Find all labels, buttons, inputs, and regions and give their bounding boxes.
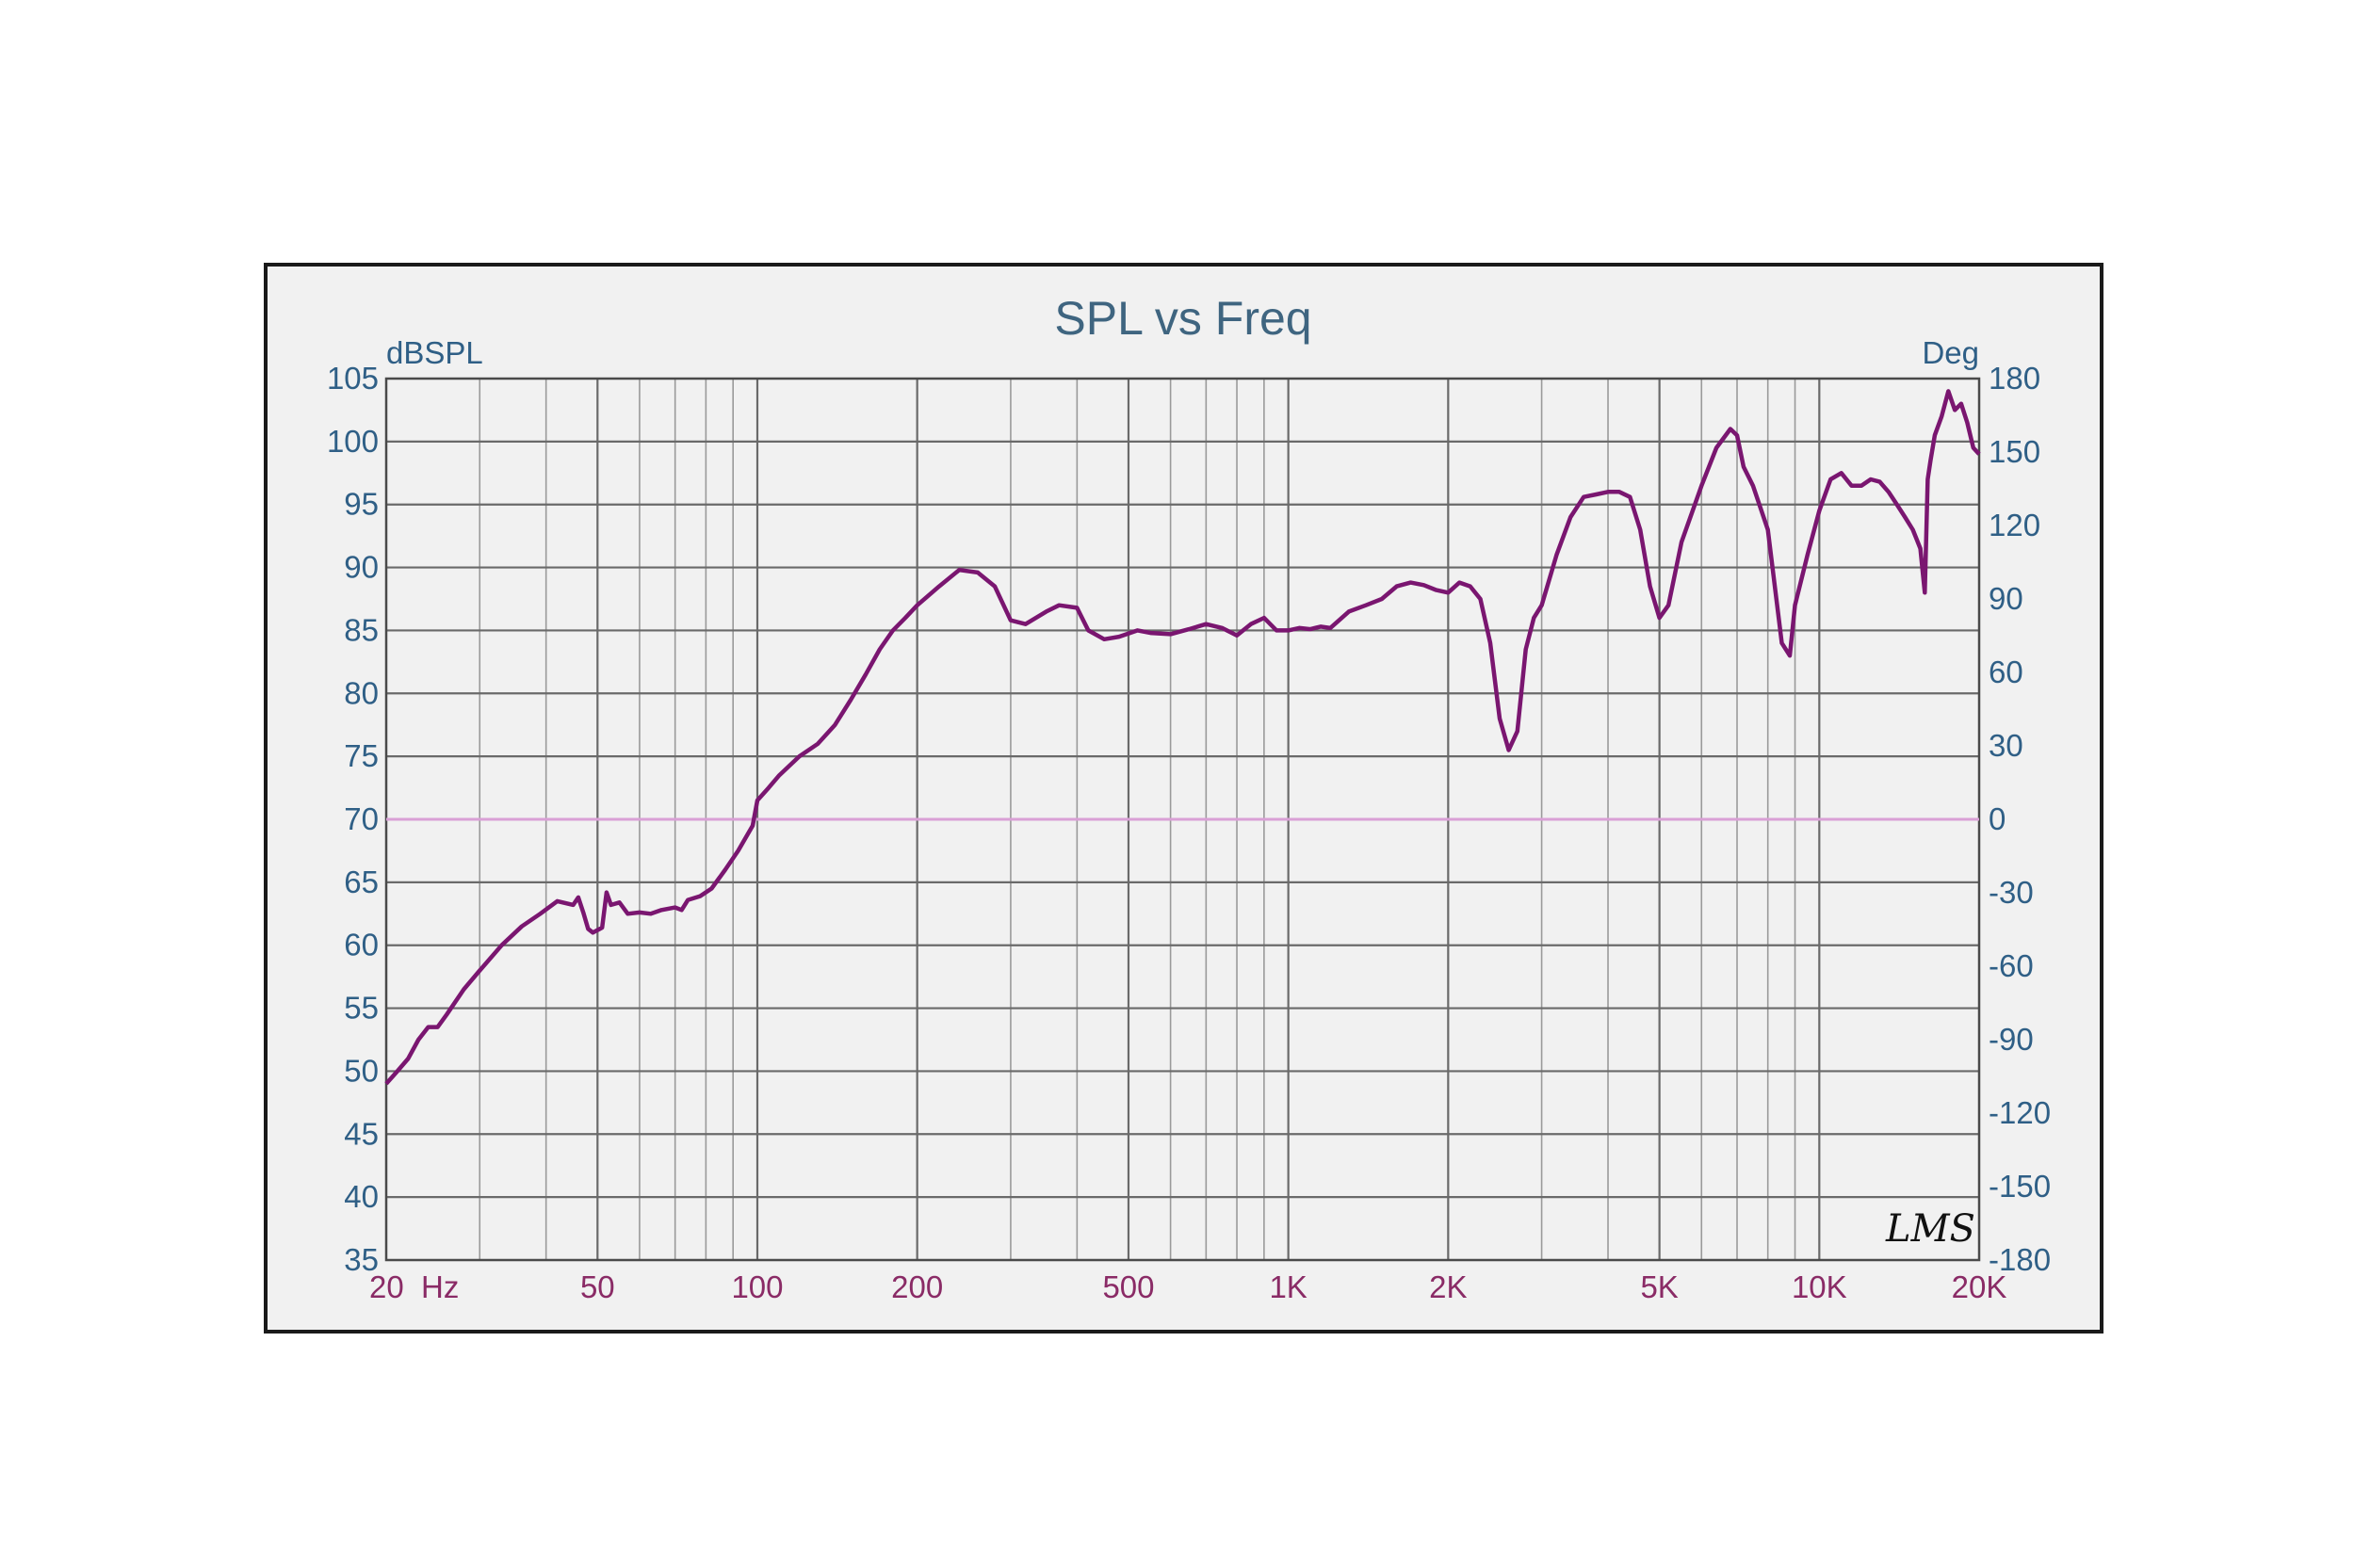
y-tick-label: 65 [344,865,379,899]
y-tick-label: 95 [344,487,379,522]
y2-tick-label: -90 [1989,1022,2034,1057]
y2-axis-label: Deg [1922,335,1979,370]
y-tick-label: 105 [327,361,379,396]
y2-tick-label: 90 [1989,581,2023,616]
y2-tick-label: -60 [1989,948,2034,983]
x-tick-label: 200 [891,1269,943,1304]
y-tick-label: 45 [344,1116,379,1151]
y-tick-label: 75 [344,738,379,773]
y2-tick-label: -30 [1989,875,2034,910]
x-tick-label: 5K [1640,1269,1678,1304]
chart-title: SPL vs Freq [1054,292,1311,345]
y2-tick-label: 0 [1989,801,2006,836]
y-tick-label: 40 [344,1179,379,1214]
x-tick-label: 10K [1792,1269,1847,1304]
y-tick-label: 100 [327,424,379,459]
y2-tick-label: 150 [1989,434,2040,469]
y2-tick-label: 60 [1989,655,2023,689]
y2-tick-label: 120 [1989,508,2040,542]
x-tick-label: 500 [1102,1269,1154,1304]
y-tick-label: 70 [344,801,379,836]
x-tick-label: 2K [1429,1269,1467,1304]
y2-tick-label: 180 [1989,361,2040,396]
y-axis-label: dBSPL [386,335,483,370]
y-tick-label: 60 [344,928,379,962]
y-tick-label: 90 [344,550,379,585]
x-tick-label: 20 Hz [369,1269,459,1304]
y2-tick-label: 30 [1989,728,2023,763]
x-tick-label: 100 [731,1269,783,1304]
y-tick-label: 80 [344,675,379,710]
y-tick-label: 35 [344,1242,379,1277]
y-tick-label: 55 [344,991,379,1026]
y2-tick-label: -180 [1989,1242,2051,1277]
lms-logo: LMS [1885,1207,1975,1251]
x-tick-label: 1K [1269,1269,1307,1304]
x-tick-label: 50 [580,1269,615,1304]
y2-tick-label: -150 [1989,1169,2051,1204]
spl-series-line [384,389,1981,1086]
lms-logo-text: LMS [1885,1207,1975,1251]
x-tick-label: 20K [1952,1269,2007,1304]
y-tick-label: 50 [344,1053,379,1088]
y-tick-label: 85 [344,612,379,647]
y2-tick-label: -120 [1989,1095,2051,1130]
